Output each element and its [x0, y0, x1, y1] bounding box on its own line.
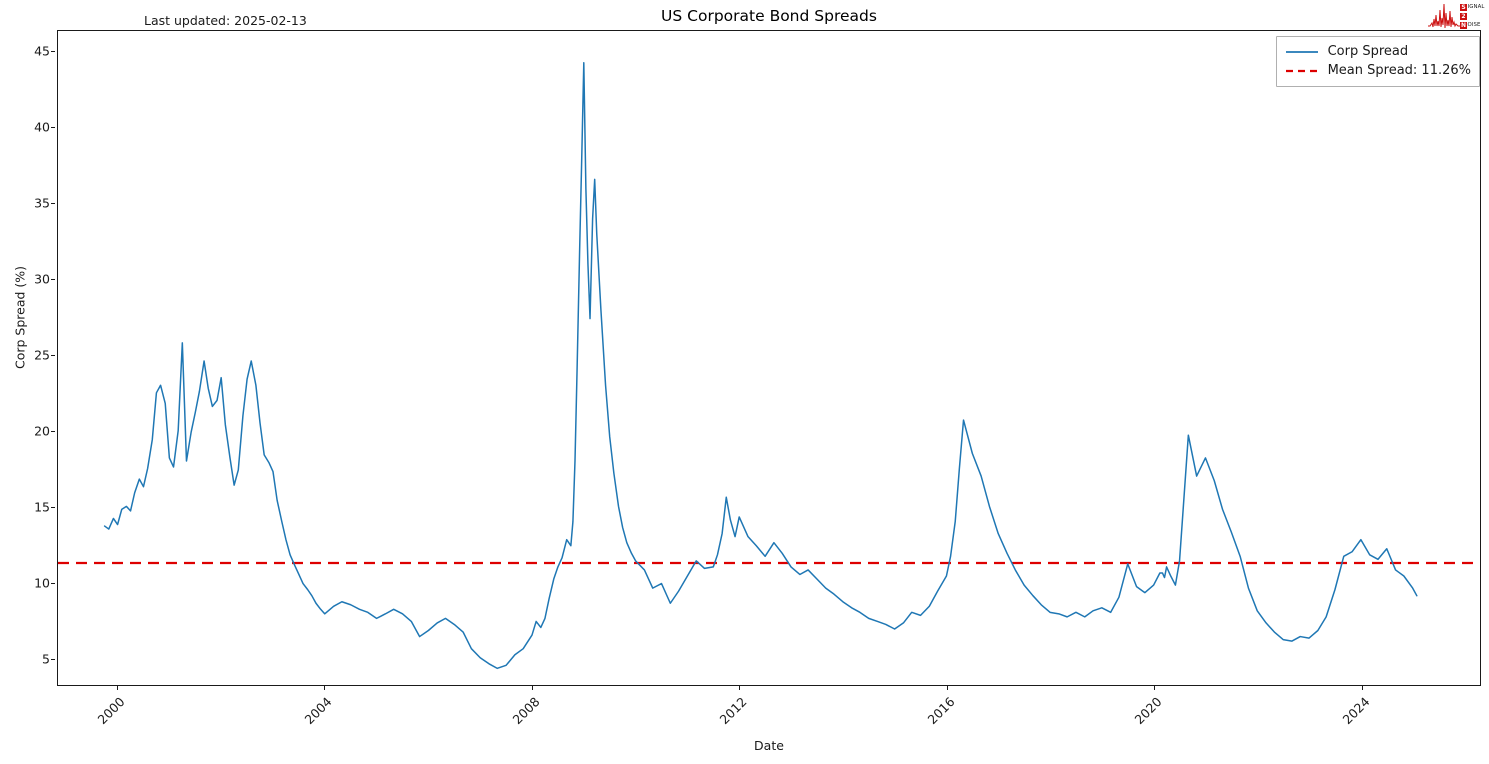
y-tick-mark-5 [51, 658, 55, 660]
x-axis-ticks: 2000 2004 2008 2012 2016 2020 2024 [0, 686, 1489, 736]
signal-2-noise-logo: S IGNAL 2 N OISE [1428, 1, 1486, 31]
logo-word-oise: OISE [1467, 21, 1481, 28]
chart-legend: Corp Spread Mean Spread: 11.26% [1275, 36, 1480, 87]
y-tick-label-25: 25 [34, 347, 50, 363]
x-tick-mark-2008 [531, 686, 533, 690]
corp-spread-line [105, 63, 1417, 669]
logo-badge-n: N [1460, 21, 1467, 29]
y-tick-mark-35 [51, 203, 55, 205]
x-tick-mark-2016 [946, 686, 948, 690]
x-axis-label: Date [754, 738, 784, 753]
y-axis-ticks: 5 10 15 20 25 30 35 40 45 [0, 30, 55, 686]
x-tick-mark-2020 [1154, 686, 1156, 690]
x-tick-mark-2012 [739, 686, 741, 690]
x-tick-label-2016: 2016 [924, 694, 958, 728]
legend-swatch-dashed [1285, 65, 1319, 77]
y-tick-mark-30 [51, 279, 55, 281]
y-tick-label-45: 45 [34, 43, 50, 59]
y-tick-mark-40 [51, 127, 55, 129]
y-tick-mark-15 [51, 506, 55, 508]
logo-badge-2: 2 [1460, 12, 1467, 20]
x-tick-label-2024: 2024 [1339, 694, 1373, 728]
chart-title: US Corporate Bond Spreads [661, 7, 877, 25]
y-tick-label-40: 40 [34, 119, 50, 135]
plot-area [57, 30, 1481, 686]
y-tick-label-10: 10 [34, 575, 50, 591]
x-tick-label-2004: 2004 [301, 694, 335, 728]
logo-word-ignal: IGNAL [1467, 3, 1485, 10]
logo-wordmark: S IGNAL 2 N OISE [1460, 3, 1486, 30]
legend-entry-0[interactable]: Corp Spread [1285, 42, 1471, 61]
y-tick-mark-45 [51, 51, 55, 53]
waveform-icon [1428, 3, 1462, 29]
x-tick-mark-2000 [116, 686, 118, 690]
x-tick-label-2020: 2020 [1131, 694, 1165, 728]
y-tick-label-35: 35 [34, 195, 50, 211]
y-tick-label-15: 15 [34, 499, 50, 515]
y-tick-label-20: 20 [34, 423, 50, 439]
y-tick-label-5: 5 [42, 651, 50, 667]
logo-line-noise: N OISE [1460, 21, 1486, 29]
legend-label-1: Mean Spread: 11.26% [1327, 63, 1471, 78]
logo-line-two: 2 [1460, 12, 1486, 20]
y-tick-mark-10 [51, 582, 55, 584]
y-tick-mark-25 [51, 354, 55, 356]
x-tick-label-2012: 2012 [716, 694, 750, 728]
plot-canvas [58, 31, 1480, 685]
y-tick-label-30: 30 [34, 271, 50, 287]
legend-label-0: Corp Spread [1327, 44, 1409, 59]
x-tick-label-2000: 2000 [94, 694, 128, 728]
legend-entry-1[interactable]: Mean Spread: 11.26% [1285, 61, 1471, 80]
last-updated-annotation: Last updated: 2025-02-13 [144, 13, 307, 28]
y-tick-mark-20 [51, 430, 55, 432]
legend-swatch-solid [1285, 46, 1319, 58]
logo-line-signal: S IGNAL [1460, 3, 1486, 11]
x-tick-label-2008: 2008 [509, 694, 543, 728]
x-tick-mark-2004 [324, 686, 326, 690]
logo-badge-s: S [1460, 3, 1467, 11]
x-tick-mark-2024 [1361, 686, 1363, 690]
